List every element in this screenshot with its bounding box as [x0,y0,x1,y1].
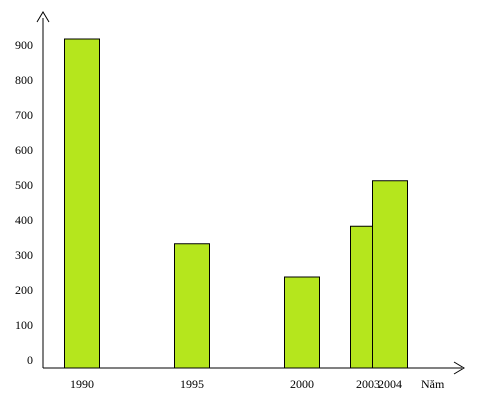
y-tick-label: 400 [15,213,33,227]
y-tick-label: 0 [27,353,33,367]
y-tick-label: 200 [15,283,33,297]
y-tick-label: 600 [15,143,33,157]
x-tick-label: 2004 [378,377,402,391]
y-tick-label: 500 [15,178,33,192]
y-tick-label: 800 [15,73,33,87]
bar-2004 [372,180,408,369]
x-tick-label: 1990 [70,377,94,391]
bars [64,38,408,369]
y-tick-label: 100 [15,318,33,332]
bar-2000 [284,276,320,369]
y-tick-label: 300 [15,248,33,262]
x-axis-arrow [453,361,465,375]
x-tick-label: 2000 [290,377,314,391]
x-tick-label: 2003 [356,377,380,391]
x-axis-title: Năm [421,377,445,391]
y-axis-arrow [36,11,50,23]
x-tick-label: 1995 [180,377,204,391]
y-axis-ticks: 0 100 200 300 400 500 600 700 800 900 [15,38,33,367]
bar-1995 [174,243,210,369]
bar-1990 [64,38,100,369]
y-tick-label: 900 [15,38,33,52]
y-tick-label: 700 [15,108,33,122]
